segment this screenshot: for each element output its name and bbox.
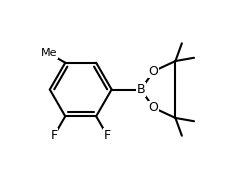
Text: O: O: [149, 101, 159, 114]
Text: B: B: [136, 83, 145, 96]
Text: O: O: [149, 65, 159, 78]
Text: Me: Me: [41, 48, 57, 58]
Text: F: F: [51, 129, 58, 142]
Text: F: F: [104, 129, 111, 142]
